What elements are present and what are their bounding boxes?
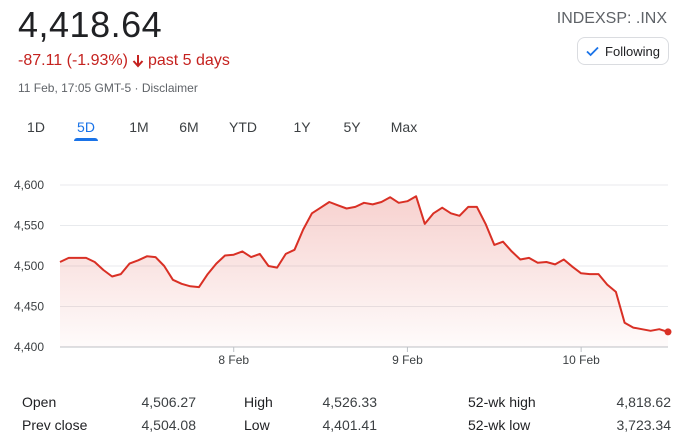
- y-tick-label: 4,550: [14, 219, 44, 233]
- price-change: -87.11 (-1.93%) past 5 days: [18, 52, 230, 70]
- stat-52wk-high-label: 52-wk high: [468, 394, 536, 410]
- stat-prev-close-value: 4,504.08: [141, 417, 197, 433]
- change-amount: -87.11 (-1.93%): [18, 52, 128, 69]
- x-tick-label: 10 Feb: [562, 353, 600, 367]
- stat-prev-close-label: Prev close: [22, 417, 88, 433]
- tab-1m[interactable]: 1M: [129, 119, 149, 135]
- tab-1d[interactable]: 1D: [27, 119, 45, 135]
- stat-open-value: 4,506.27: [141, 394, 197, 410]
- stat-high-label: High: [244, 394, 273, 410]
- stat-52wk-low-value: 3,723.34: [616, 417, 672, 433]
- tab-5d[interactable]: 5D: [74, 117, 98, 141]
- following-label: Following: [605, 43, 660, 59]
- y-tick-label: 4,400: [14, 340, 44, 354]
- x-tick-label: 8 Feb: [218, 353, 249, 367]
- change-period: past 5 days: [147, 52, 230, 69]
- stat-52wk-low-label: 52-wk low: [468, 417, 531, 433]
- timestamp-disclaimer[interactable]: 11 Feb, 17:05 GMT-5 · Disclaimer: [18, 81, 198, 95]
- tab-1y[interactable]: 1Y: [293, 119, 311, 135]
- stat-high-value: 4,526.33: [322, 394, 378, 410]
- chart-series-line: [59, 195, 669, 333]
- chart-last-point: [664, 328, 672, 336]
- x-tick-label: 9 Feb: [392, 353, 423, 367]
- price-value: 4,418.64: [18, 4, 163, 45]
- stat-low-label: Low: [244, 417, 270, 433]
- tab-6m[interactable]: 6M: [179, 119, 199, 135]
- tab-max[interactable]: Max: [390, 119, 418, 135]
- check-icon: [586, 46, 599, 56]
- tab-ytd[interactable]: YTD: [229, 119, 257, 135]
- y-tick-label: 4,450: [14, 300, 44, 314]
- stat-low-value: 4,401.41: [322, 417, 378, 433]
- stat-52wk-high-value: 4,818.62: [616, 394, 672, 410]
- chart-area-fill: [60, 196, 668, 347]
- stat-open-label: Open: [22, 394, 57, 410]
- y-tick-label: 4,500: [14, 259, 44, 273]
- ticker-symbol: INDEXSP: .INX: [556, 10, 667, 27]
- tab-5y[interactable]: 5Y: [343, 119, 361, 135]
- following-button[interactable]: Following: [577, 37, 669, 65]
- arrow-down-icon: [132, 55, 144, 68]
- y-tick-label: 4,600: [14, 178, 44, 192]
